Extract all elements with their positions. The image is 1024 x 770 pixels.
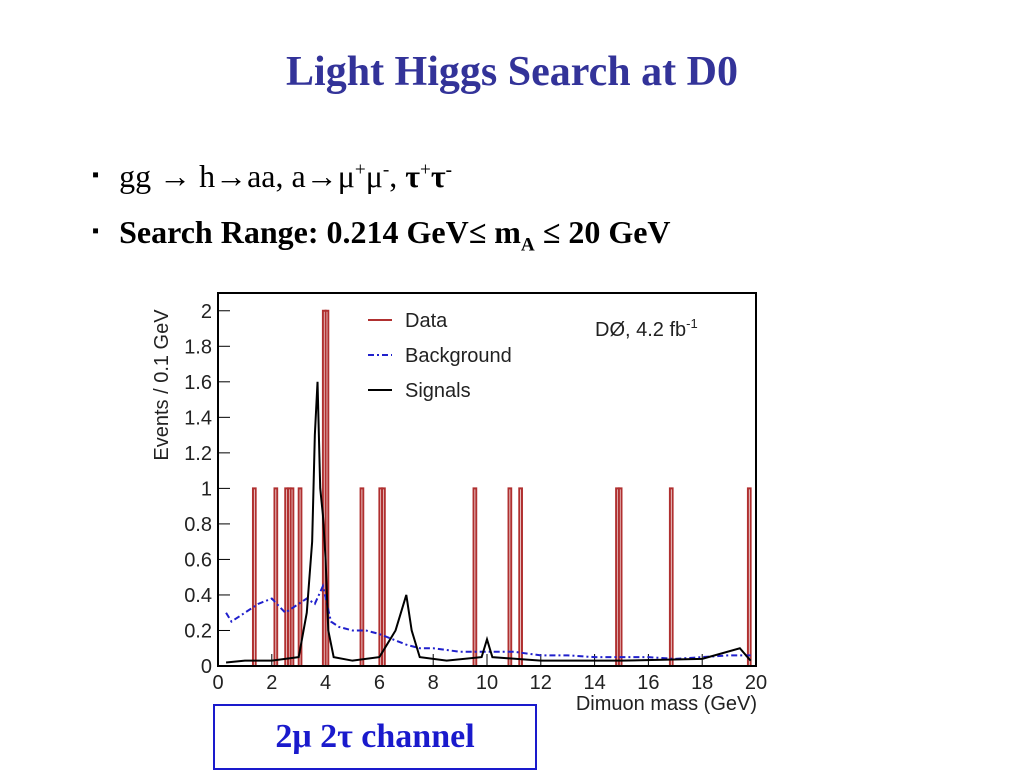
plot-frame	[217, 292, 757, 667]
x-tick-label: 6	[374, 672, 385, 694]
text: τ	[405, 158, 420, 194]
bullet: ▪ gg → h→aa, a→μ+μ-, τ+τ-	[92, 158, 452, 194]
text: gg → h→aa, a→μ	[119, 158, 355, 194]
y-tick-label: 1.6	[184, 372, 212, 394]
text: +	[419, 159, 431, 181]
y-tick-label: 1.2	[184, 443, 212, 465]
data-bin	[381, 487, 386, 667]
text: A	[520, 234, 535, 256]
slide-title: Light Higgs Search at D0	[286, 49, 738, 95]
x-axis-label: Dimuon mass (GeV)	[576, 693, 757, 715]
data-bin	[472, 487, 478, 667]
text: -	[382, 159, 390, 181]
bullet: ▪ Search Range: 0.214 GeV≤ mA ≤ 20 GeV	[92, 214, 671, 256]
x-tick-label: 20	[745, 672, 767, 694]
y-tick-label: 2	[201, 301, 212, 323]
y-axis-label: Events / 0.1 GeV	[151, 309, 173, 461]
x-tick-label: 4	[320, 672, 331, 694]
text: DØ, 4.2 fb	[595, 319, 686, 341]
text: +	[354, 159, 366, 181]
text: ,	[389, 158, 406, 194]
legend-label: Signals	[405, 380, 471, 402]
data-bin	[668, 487, 674, 667]
data-bin	[251, 487, 257, 667]
data-bin	[289, 487, 295, 667]
series-line	[225, 582, 751, 660]
x-tick-label: 10	[476, 672, 498, 694]
text: -	[445, 159, 452, 181]
y-tick-label: 0.8	[184, 514, 212, 536]
x-tick-label: 18	[691, 672, 713, 694]
data-bin	[518, 487, 523, 667]
y-tick-label: 1.8	[184, 336, 212, 358]
data-bin	[507, 487, 513, 667]
x-tick-label: 16	[637, 672, 659, 694]
x-tick-label: 14	[583, 672, 605, 694]
y-tick-label: 0	[201, 656, 212, 678]
data-bin	[273, 487, 279, 667]
data-bin	[359, 487, 365, 667]
x-tick-label: 8	[428, 672, 439, 694]
legend-label: Background	[405, 345, 512, 367]
x-tick-label: 0	[212, 672, 223, 694]
data-bin	[617, 487, 623, 667]
text: -1	[686, 316, 698, 331]
y-tick-label: 0.2	[184, 620, 212, 642]
legend-label: Data	[405, 310, 448, 332]
text: τ	[430, 158, 446, 194]
y-tick-label: 1	[201, 478, 212, 500]
x-tick-label: 12	[530, 672, 552, 694]
text: ≤ 20 GeV	[534, 214, 671, 250]
y-tick-label: 1.4	[184, 407, 212, 429]
text: μ	[365, 158, 383, 194]
data-bin	[746, 487, 752, 667]
text: Search Range: 0.214 GeV≤ m	[119, 214, 521, 250]
annotation: DØ, 4.2 fb-1	[595, 316, 698, 341]
x-tick-label: 2	[266, 672, 277, 694]
y-tick-label: 0.6	[184, 549, 212, 571]
caption-box: 2μ 2τ channel	[213, 704, 537, 770]
series-line	[225, 381, 752, 664]
y-tick-label: 0.4	[184, 585, 212, 607]
